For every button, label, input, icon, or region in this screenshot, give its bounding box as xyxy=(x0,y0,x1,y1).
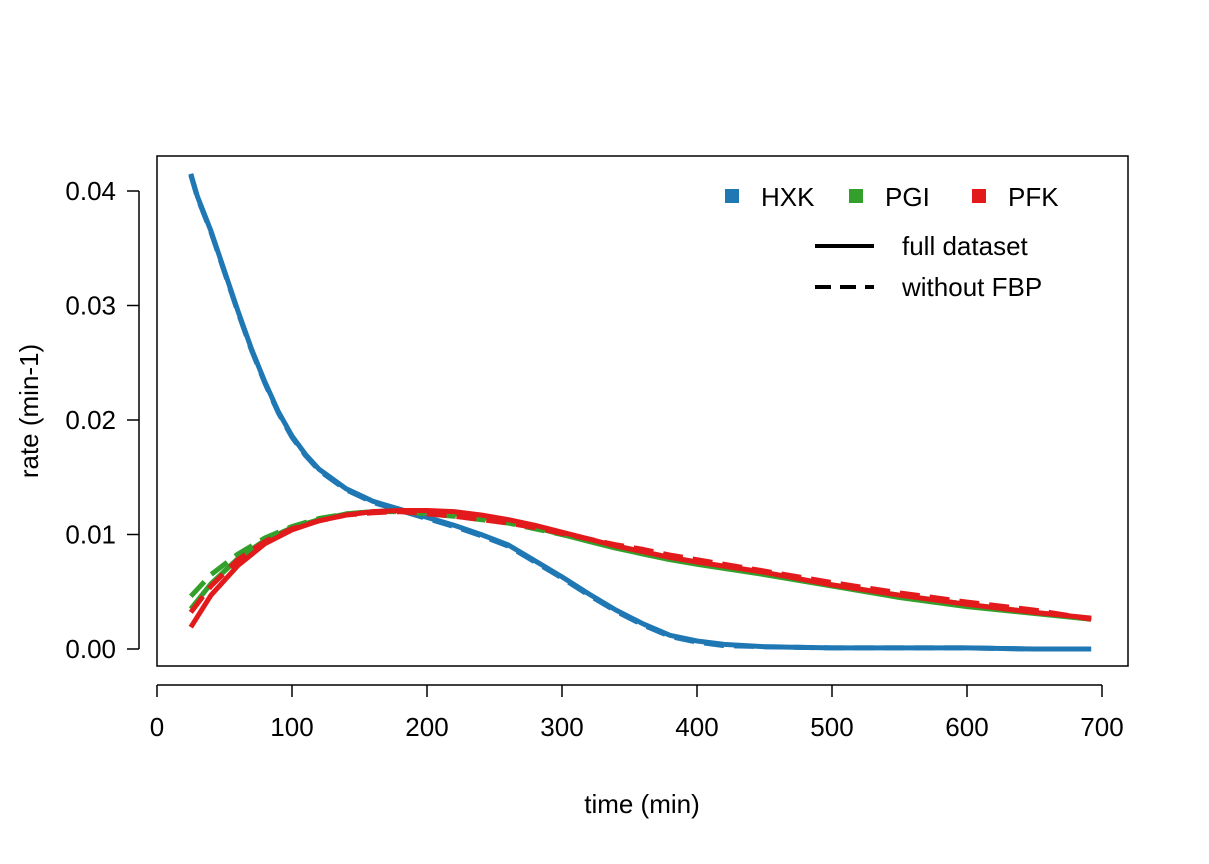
x-tick-label: 0 xyxy=(150,712,164,742)
x-tick-label: 400 xyxy=(675,712,718,742)
x-tick-label: 300 xyxy=(540,712,583,742)
legend-style-label-1: without FBP xyxy=(901,272,1042,302)
y-axis: 0.00 0.01 0.02 0.03 0.04 xyxy=(65,176,140,664)
legend-swatch-hxk xyxy=(725,189,739,203)
x-tick-label: 500 xyxy=(810,712,853,742)
series-line-1 xyxy=(188,174,1092,652)
series-line-4 xyxy=(188,508,1092,629)
legend-label-pgi: PGI xyxy=(885,182,930,212)
y-tick-label: 0.02 xyxy=(65,405,116,435)
x-axis: 0 100 200 300 400 500 600 700 xyxy=(150,684,1124,742)
x-tick-label: 700 xyxy=(1080,712,1123,742)
legend-label-pfk: PFK xyxy=(1008,182,1059,212)
legend-swatch-pgi xyxy=(849,189,863,203)
y-tick-label: 0.00 xyxy=(65,634,116,664)
x-axis-label: time (min) xyxy=(584,789,700,819)
legend-swatch-pfk xyxy=(972,189,986,203)
y-tick-label: 0.03 xyxy=(65,291,116,321)
y-tick-label: 0.04 xyxy=(65,176,116,206)
legend-label-hxk: HXK xyxy=(761,182,815,212)
x-tick-label: 600 xyxy=(945,712,988,742)
legend: HXK PGI PFK full dataset without FBP xyxy=(725,182,1059,302)
series-layer xyxy=(188,173,1092,652)
y-tick-label: 0.01 xyxy=(65,520,116,550)
series-line-5 xyxy=(188,509,1092,622)
x-tick-label: 100 xyxy=(270,712,313,742)
plot-frame xyxy=(156,155,1129,667)
legend-style-label-0: full dataset xyxy=(902,231,1029,261)
x-tick-label: 200 xyxy=(405,712,448,742)
y-axis-label: rate (min-1) xyxy=(14,344,44,478)
